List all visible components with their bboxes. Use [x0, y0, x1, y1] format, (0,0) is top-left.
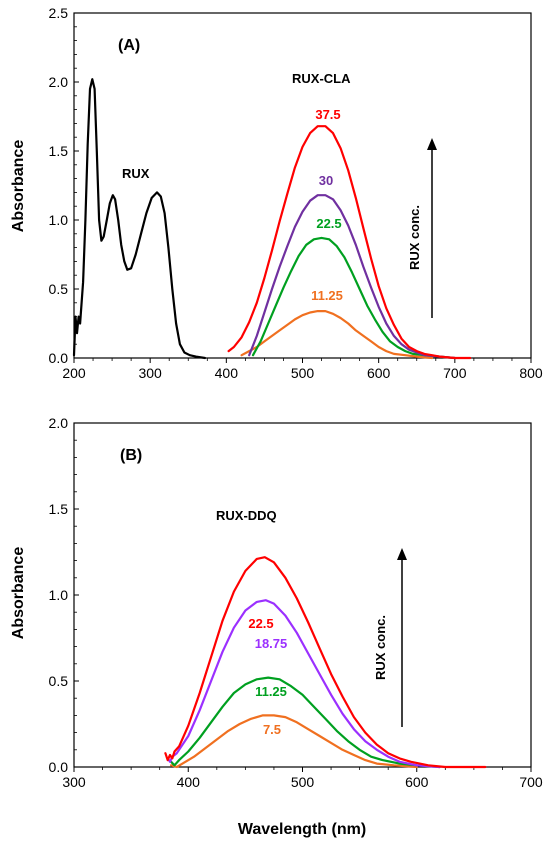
y-tick-label-a: 1.0	[49, 212, 69, 228]
x-tick-label-a: 600	[367, 365, 391, 381]
panel-a: 200 300 400 500 600 700 800 0.0 0.5 1.0 1.5 2.0 2.5…	[10, 5, 543, 381]
y-tick-label-b: 0.5	[49, 673, 69, 689]
x-tick-label-b: 500	[291, 774, 315, 790]
series-line-a-22-5	[251, 236, 456, 360]
x-tick-label-a: 300	[138, 365, 162, 381]
x-tick-label-b: 300	[62, 774, 86, 790]
series-line-a-37-5	[227, 125, 472, 360]
conc-label-a-11-25: 11.25	[311, 288, 343, 303]
arrow-b	[397, 548, 407, 727]
series-group-b	[164, 556, 487, 769]
annotation-rux-cla: RUX-CLA	[292, 71, 351, 86]
x-tick-label-a: 400	[215, 365, 239, 381]
panel-label-a: (A)	[118, 37, 140, 54]
y-tick-label-b: 2.0	[49, 415, 69, 431]
x-tick-label-a: 200	[62, 365, 86, 381]
y-axis-a: 0.0 0.5 1.0 1.5 2.0 2.5	[49, 5, 79, 366]
series-line-b-7-5	[170, 714, 418, 769]
x-tick-label-a: 700	[443, 365, 467, 381]
x-axis-title: Wavelength (nm)	[238, 821, 366, 838]
y-tick-label-a: 2.5	[49, 5, 69, 21]
x-tick-label-b: 700	[519, 774, 543, 790]
y-tick-label-b: 0.0	[49, 759, 69, 775]
conc-label-b-18-75: 18.75	[255, 636, 288, 651]
conc-label-a-30: 30	[319, 173, 333, 188]
series-line-b-22-5	[164, 556, 487, 769]
plot-area-a	[73, 12, 532, 359]
y-tick-label-a: 0.5	[49, 281, 69, 297]
conc-label-a-22-5: 22.5	[316, 216, 341, 231]
series-line-b-18-75	[166, 599, 441, 769]
y-tick-label-b: 1.5	[49, 501, 69, 517]
panel-b: 300 400 500 600 700 0.0 0.5 1.0 1.5 2.0 (B) RUX-…	[10, 415, 543, 838]
plot-area-b	[73, 422, 532, 768]
y-axis-title-b: Absorbance	[10, 547, 27, 640]
y-tick-label-a: 1.5	[49, 143, 69, 159]
y-axis-title-a: Absorbance	[10, 140, 27, 233]
conc-label-b-22-5: 22.5	[248, 616, 273, 631]
conc-label-b-11-25: 11.25	[255, 684, 287, 699]
annotation-rux-ddq: RUX-DDQ	[216, 508, 277, 523]
x-tick-label-b: 600	[405, 774, 429, 790]
series-line-a-rux	[72, 78, 207, 360]
panel-label-b: (B)	[120, 447, 142, 464]
series-line-a-30	[248, 194, 456, 360]
conc-label-b-7-5: 7.5	[263, 722, 281, 737]
arrow-label-b: RUX conc.	[373, 615, 388, 680]
y-axis-b: 0.0 0.5 1.0 1.5 2.0	[49, 415, 79, 775]
arrow-label-a: RUX conc.	[407, 205, 422, 270]
x-tick-label-a: 800	[519, 365, 543, 381]
x-axis-b: 300 400 500 600 700	[62, 767, 543, 790]
y-tick-label-a: 2.0	[49, 74, 69, 90]
series-line-a-11-25	[240, 310, 434, 360]
y-tick-label-b: 1.0	[49, 587, 69, 603]
series-line-b-11-25	[170, 676, 441, 769]
y-tick-label-a: 0.0	[49, 350, 69, 366]
x-axis-a: 200 300 400 500 600 700 800	[62, 358, 543, 381]
conc-label-a-37-5: 37.5	[315, 107, 340, 122]
x-tick-label-b: 400	[177, 774, 201, 790]
series-group-a	[72, 78, 472, 360]
annotation-rux: RUX	[122, 166, 150, 181]
arrow-a	[427, 138, 437, 318]
x-tick-label-a: 500	[291, 365, 315, 381]
